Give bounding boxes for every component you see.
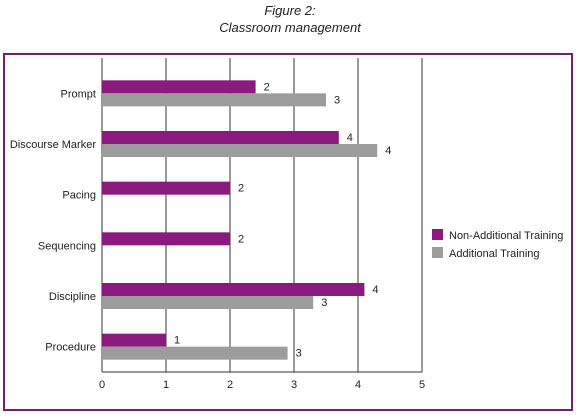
chart-frame	[3, 53, 573, 411]
category-label-4: Discipline	[49, 291, 96, 303]
bar-0-3	[102, 232, 230, 246]
bar-0-5	[102, 333, 166, 347]
data-label-1-0: 3	[334, 94, 340, 106]
bar-1-1	[102, 144, 378, 157]
x-tick-label-2: 2	[227, 379, 233, 391]
figure-title: Classroom management	[219, 20, 361, 35]
data-label-1-1: 4	[385, 145, 391, 157]
bar-0-0	[102, 80, 256, 94]
x-tick-label-5: 5	[419, 379, 425, 391]
bar-1-4	[102, 296, 314, 309]
x-tick-label-3: 3	[291, 379, 297, 391]
x-tick-label-1: 1	[163, 379, 169, 391]
x-tick-label-4: 4	[355, 379, 361, 391]
bar-0-2	[102, 181, 230, 195]
category-label-0: Prompt	[61, 88, 96, 100]
data-label-0-3: 2	[238, 233, 244, 245]
category-label-5: Procedure	[45, 342, 96, 354]
data-label-0-5: 1	[174, 335, 180, 347]
category-label-3: Sequencing	[38, 240, 96, 252]
category-label-1: Discourse Marker	[10, 139, 97, 151]
data-label-0-0: 2	[264, 81, 270, 93]
bar-1-0	[102, 93, 326, 107]
data-label-1-4: 3	[321, 297, 327, 309]
data-label-0-1: 4	[347, 132, 353, 144]
x-tick-label-0: 0	[99, 379, 105, 391]
legend-label-0: Non-Additional Training	[449, 230, 563, 242]
figure-caption: Figure 2: Classroom management	[0, 2, 580, 36]
bar-0-1	[102, 131, 339, 144]
bar-1-5	[102, 346, 288, 360]
bar-0-4	[102, 283, 365, 296]
legend-label-1: Additional Training	[449, 248, 540, 260]
data-label-1-5: 3	[296, 348, 302, 360]
category-label-2: Pacing	[62, 190, 96, 202]
legend-swatch-0	[432, 229, 443, 240]
figure-label: Figure 2:	[264, 3, 316, 18]
data-label-0-2: 2	[238, 183, 244, 195]
data-label-0-4: 4	[372, 284, 378, 296]
legend-swatch-1	[432, 247, 443, 258]
